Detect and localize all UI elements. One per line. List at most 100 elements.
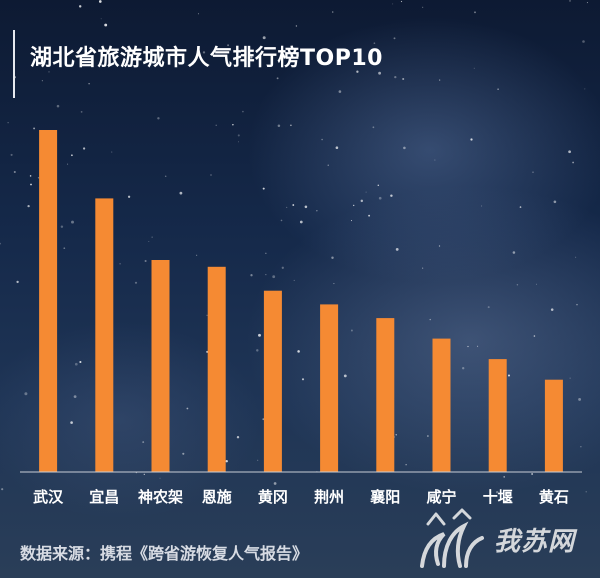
star-dot bbox=[507, 374, 511, 377]
star-dot bbox=[13, 170, 16, 174]
star-dot bbox=[477, 345, 479, 347]
star-dot bbox=[474, 11, 476, 14]
star-dot bbox=[400, 0, 403, 3]
star-dot bbox=[402, 77, 405, 81]
star-dot bbox=[497, 88, 499, 90]
star-dot bbox=[88, 83, 90, 85]
star-dot bbox=[273, 482, 277, 485]
bar-4 bbox=[207, 266, 226, 472]
star-dot bbox=[280, 219, 283, 222]
star-dot bbox=[276, 77, 279, 80]
star-dot bbox=[33, 127, 36, 130]
star-dot bbox=[111, 151, 113, 153]
star-dot bbox=[48, 71, 50, 73]
star-dot bbox=[29, 175, 32, 177]
star-dot bbox=[331, 256, 334, 259]
star-dot bbox=[27, 204, 30, 208]
star-dot bbox=[197, 13, 199, 15]
star-dot bbox=[582, 40, 585, 43]
star-dot bbox=[395, 248, 399, 251]
star-dot bbox=[56, 104, 60, 108]
watermark-text: 我苏网 bbox=[494, 526, 576, 557]
bar-2 bbox=[95, 198, 114, 472]
star-dot bbox=[532, 171, 534, 173]
star-dot bbox=[127, 195, 131, 198]
star-dot bbox=[272, 275, 276, 279]
star-dot bbox=[585, 491, 587, 493]
bar-5 bbox=[263, 290, 282, 472]
star-dot bbox=[536, 283, 537, 285]
star-dot bbox=[256, 349, 259, 352]
star-dot bbox=[215, 124, 217, 126]
star-dot bbox=[37, 177, 40, 179]
star-dot bbox=[143, 473, 145, 476]
category-label: 恩施 bbox=[202, 488, 232, 506]
star-dot bbox=[487, 306, 490, 309]
star-dot bbox=[277, 124, 281, 127]
star-dot bbox=[377, 184, 380, 187]
star-dot bbox=[576, 303, 578, 306]
star-dot bbox=[343, 374, 347, 378]
star-dot bbox=[372, 126, 375, 129]
star-dot bbox=[175, 61, 177, 63]
star-dot bbox=[98, 0, 102, 3]
star-dot bbox=[531, 473, 533, 475]
star-dot bbox=[265, 274, 267, 276]
star-dot bbox=[79, 360, 82, 364]
star-dot bbox=[238, 141, 240, 143]
star-dot bbox=[265, 252, 267, 254]
star-dot bbox=[299, 220, 303, 224]
star-dot bbox=[550, 308, 554, 311]
star-dot bbox=[41, 80, 43, 82]
bar-1 bbox=[39, 130, 58, 472]
star-dot bbox=[301, 378, 305, 381]
star-dot bbox=[159, 477, 161, 479]
star-dot bbox=[144, 259, 147, 263]
star-dot bbox=[368, 214, 371, 217]
star-dot bbox=[176, 498, 178, 500]
star-dot bbox=[365, 191, 367, 193]
star-dot bbox=[481, 205, 483, 207]
star-dot bbox=[225, 459, 228, 463]
bar-9 bbox=[488, 359, 507, 472]
star-dot bbox=[495, 490, 499, 494]
category-label: 武汉 bbox=[33, 488, 64, 506]
star-dot bbox=[403, 146, 406, 150]
star-dot bbox=[292, 204, 295, 206]
bar-7 bbox=[376, 318, 395, 472]
star-dot bbox=[70, 421, 73, 424]
star-dot bbox=[295, 25, 298, 27]
star-dot bbox=[227, 44, 230, 47]
star-dot bbox=[151, 236, 153, 238]
star-dot bbox=[157, 117, 160, 120]
source-caption: 数据来源：携程《跨省游恢复人气报告》 bbox=[20, 544, 309, 563]
star-dot bbox=[148, 241, 150, 242]
star-dot bbox=[196, 254, 198, 256]
category-label: 神农架 bbox=[138, 488, 183, 506]
chart-title: 湖北省旅游城市人气排行榜TOP10 bbox=[30, 46, 383, 71]
star-dot bbox=[206, 314, 208, 316]
star-dot bbox=[290, 124, 292, 127]
category-label: 黄石 bbox=[539, 488, 569, 506]
star-dot bbox=[1, 488, 4, 491]
star-dot bbox=[393, 37, 396, 40]
star-dot bbox=[516, 284, 519, 286]
star-dot bbox=[405, 464, 407, 466]
star-dot bbox=[338, 90, 342, 93]
star-dot bbox=[572, 161, 574, 164]
star-dot bbox=[78, 5, 82, 8]
star-dot bbox=[71, 220, 74, 224]
star-dot bbox=[101, 491, 104, 494]
star-dot bbox=[429, 318, 431, 321]
star-dot bbox=[371, 49, 373, 51]
category-label: 襄阳 bbox=[369, 488, 400, 506]
star-dot bbox=[378, 71, 381, 75]
star-dot bbox=[262, 418, 265, 421]
watermark-logo-icon bbox=[420, 508, 484, 568]
category-label: 宜昌 bbox=[89, 488, 119, 506]
bar-6 bbox=[320, 304, 339, 472]
star-dot bbox=[584, 88, 586, 90]
star-dot bbox=[134, 281, 138, 284]
